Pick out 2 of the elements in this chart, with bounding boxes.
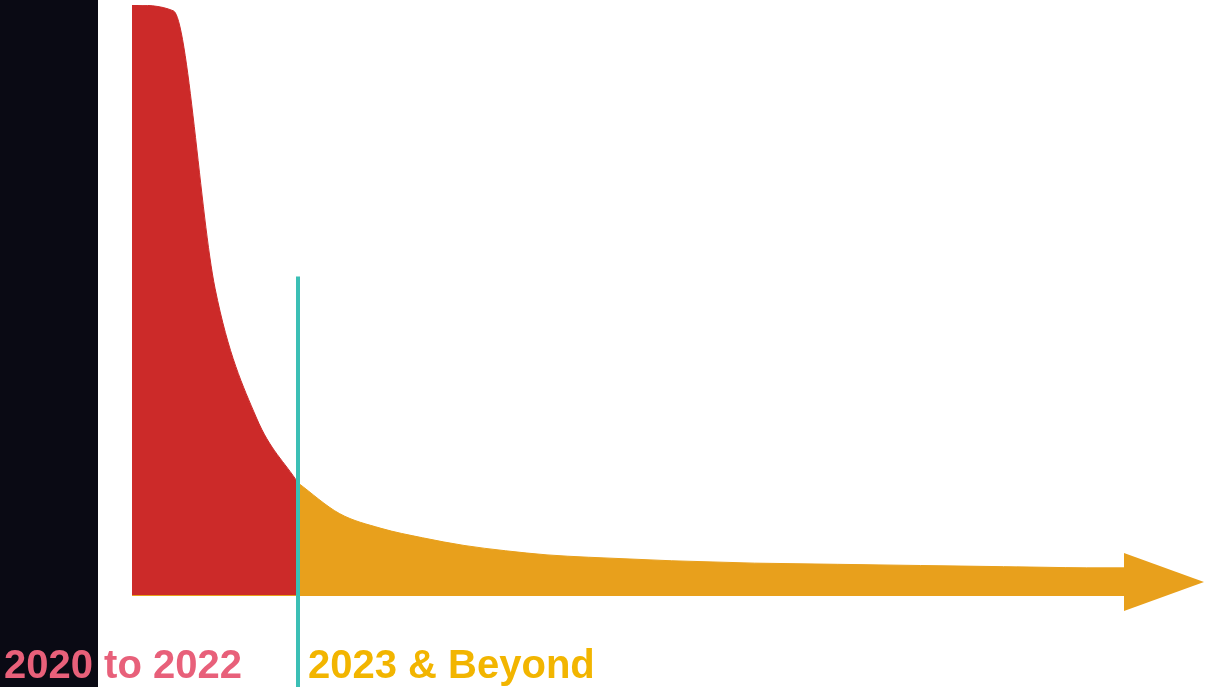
text: 2020 to 2022 xyxy=(4,642,242,686)
text: 2023 & Beyond xyxy=(308,642,595,686)
